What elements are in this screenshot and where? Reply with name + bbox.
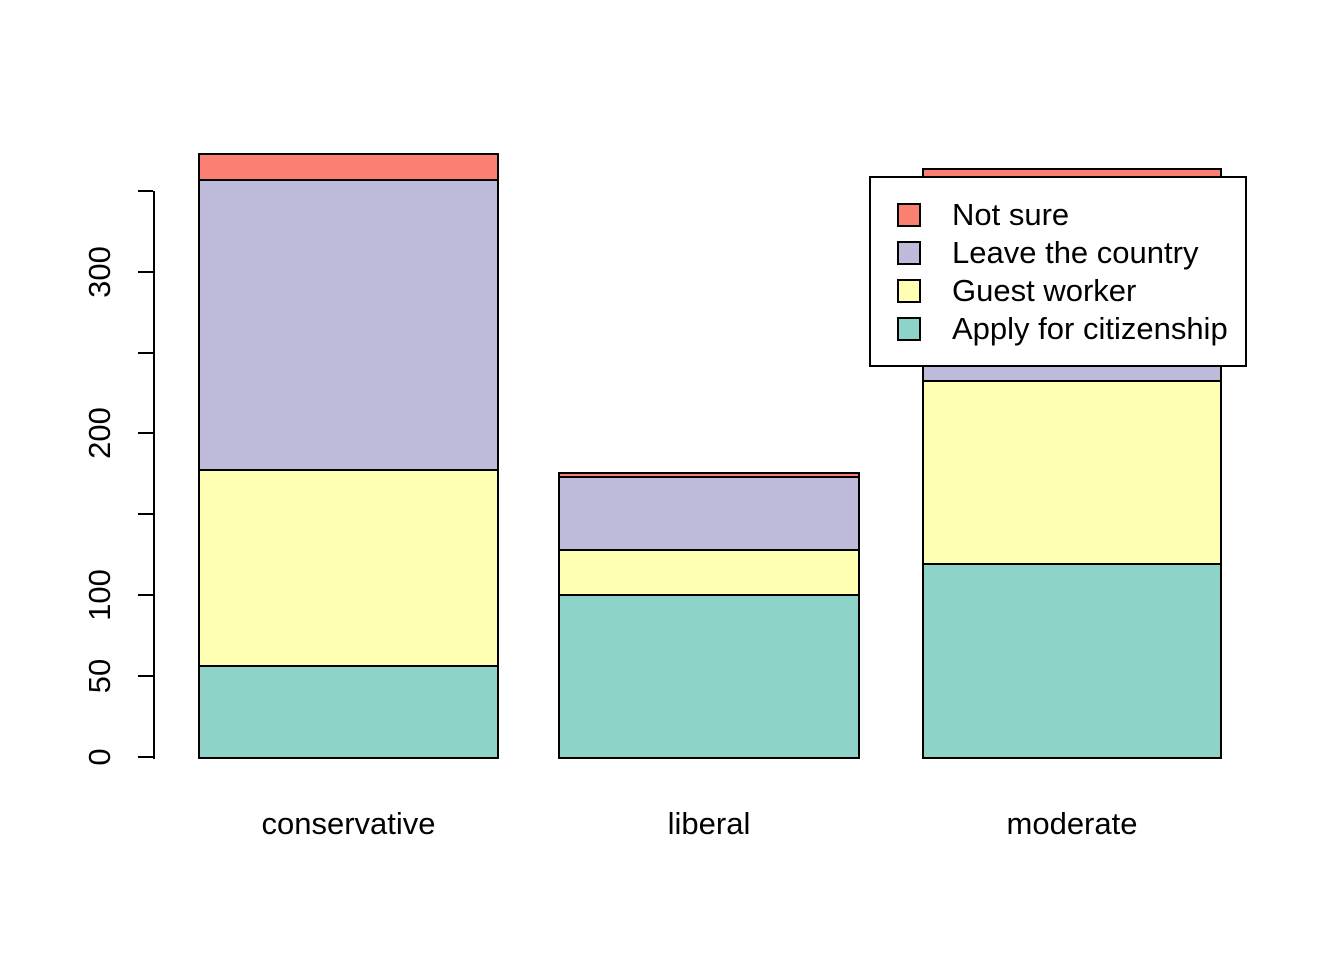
x-axis-label-moderate: moderate — [1006, 806, 1138, 841]
y-axis-tick — [138, 756, 153, 758]
legend-row: Guest worker — [897, 273, 1245, 308]
legend-label: Apply for citizenship — [952, 311, 1228, 346]
y-axis-tick-label: 200 — [82, 407, 117, 459]
y-axis-tick-label: 0 — [82, 748, 117, 766]
segment-moderate-guest-worker — [924, 380, 1220, 563]
x-axis-label-conservative: conservative — [261, 806, 436, 841]
y-axis-tick — [138, 352, 153, 354]
y-axis-tick — [138, 432, 153, 434]
segment-conservative-leave-the-country — [200, 179, 497, 469]
segment-moderate-apply-for-citizenship — [924, 563, 1220, 757]
bar-conservative — [198, 153, 499, 759]
segment-liberal-leave-the-country — [560, 476, 858, 549]
y-axis-tick-label: 300 — [82, 246, 117, 298]
legend-swatch-not-sure — [897, 203, 921, 227]
y-axis-tick — [138, 271, 153, 273]
y-axis-tick — [138, 675, 153, 677]
legend-label: Guest worker — [952, 273, 1137, 308]
legend-swatch-apply-for-citizenship — [897, 317, 921, 341]
legend-box: Not sure Leave the country Guest worker App… — [869, 176, 1247, 367]
y-axis-tick — [138, 513, 153, 515]
segment-conservative-guest-worker — [200, 469, 497, 665]
legend-row: Apply for citizenship — [897, 311, 1245, 346]
y-axis-line — [153, 191, 155, 759]
y-axis-tick — [138, 190, 153, 192]
segment-moderate-not-sure — [924, 170, 1220, 176]
y-axis-tick-label: 50 — [82, 658, 117, 694]
segment-liberal-apply-for-citizenship — [560, 594, 858, 757]
bar-liberal — [558, 472, 860, 759]
legend-row: Not sure — [897, 197, 1245, 232]
x-axis-label-liberal: liberal — [667, 806, 751, 841]
legend-swatch-guest-worker — [897, 279, 921, 303]
legend-swatch-leave-the-country — [897, 241, 921, 265]
segment-conservative-not-sure — [200, 155, 497, 179]
segment-liberal-guest-worker — [560, 549, 858, 594]
segment-liberal-not-sure — [560, 474, 858, 476]
legend-label: Leave the country — [952, 235, 1199, 270]
legend-row: Leave the country — [897, 235, 1245, 270]
segment-conservative-apply-for-citizenship — [200, 665, 497, 757]
legend-label: Not sure — [952, 197, 1070, 232]
y-axis-tick — [138, 594, 153, 596]
y-axis-tick-label: 100 — [82, 569, 117, 621]
